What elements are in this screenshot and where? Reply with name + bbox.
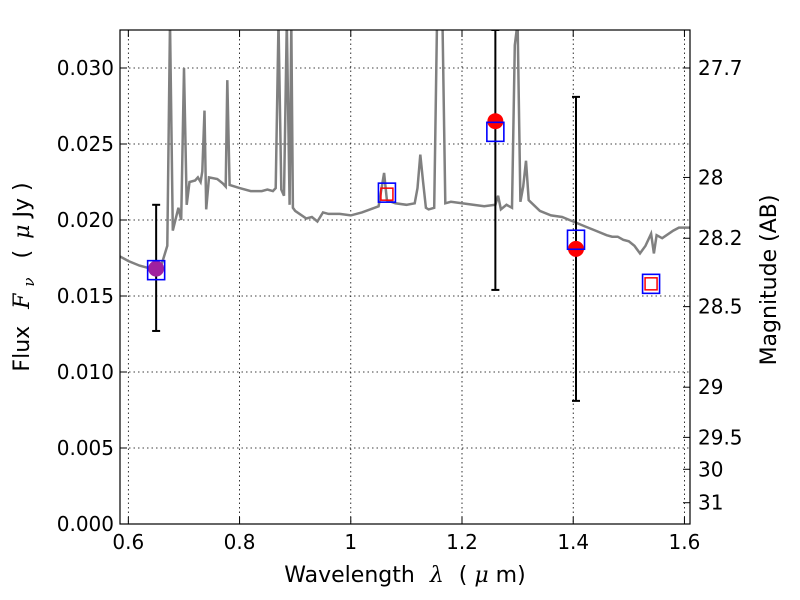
- model-square: [146, 259, 166, 281]
- y-tick-label: 0.015: [57, 284, 114, 308]
- plot-background: [120, 30, 690, 524]
- observed-point: [487, 113, 504, 130]
- y2-tick-label: 28: [698, 165, 723, 189]
- y-tick-label: 0.000: [57, 512, 114, 536]
- x-tick-label: 1.6: [669, 530, 701, 554]
- model-square: [641, 273, 661, 295]
- y2-tick-label: 29: [698, 375, 723, 399]
- x-tick-label: 1: [344, 530, 357, 554]
- y-tick-labels: 0.000 0.005 0.010 0.015 0.020 0.025 0.030: [57, 56, 114, 536]
- y-tick-label: 0.020: [57, 208, 114, 232]
- model-square: [566, 229, 586, 251]
- y2-tick-label: 29.5: [698, 425, 743, 449]
- x-tick-label: 0.8: [224, 530, 256, 554]
- y-tick-label: 0.025: [57, 132, 114, 156]
- x-tick-label: 1.4: [557, 530, 589, 554]
- y-tick-label: 0.005: [57, 436, 114, 460]
- y2-tick-labels: 27.7 28 28.2 28.5 29 29.5 30 31: [698, 56, 743, 515]
- observed-point: [148, 260, 165, 277]
- model-square: [377, 182, 397, 203]
- observed-square: [644, 277, 658, 291]
- observed-square: [380, 187, 394, 201]
- x-tick-label: 1.2: [446, 530, 478, 554]
- model-square: [486, 121, 505, 143]
- y2-tick-label: 28.5: [698, 295, 743, 319]
- x-tick-labels: 0.6 0.8 1 1.2 1.4 1.6: [112, 530, 700, 554]
- y2-axis-label: Magnitude (AB): [757, 195, 782, 366]
- y-axis-label: Flux F ν ( μ Jy ): [10, 182, 40, 371]
- y-tick-label: 0.010: [57, 360, 114, 384]
- y-tick-label: 0.030: [57, 56, 114, 80]
- y2-tick-label: 31: [698, 491, 723, 515]
- y2-tick-label: 28.2: [698, 226, 743, 250]
- model-markers: [146, 121, 661, 295]
- plot-frame: [119, 29, 691, 525]
- axis-ticks: [120, 30, 690, 525]
- x-axis-label: Wavelength λ ( μ m): [284, 563, 525, 588]
- y2-tick-label: 30: [698, 457, 723, 481]
- x-tick-label: 0.6: [112, 530, 144, 554]
- y2-tick-label: 27.7: [698, 56, 743, 80]
